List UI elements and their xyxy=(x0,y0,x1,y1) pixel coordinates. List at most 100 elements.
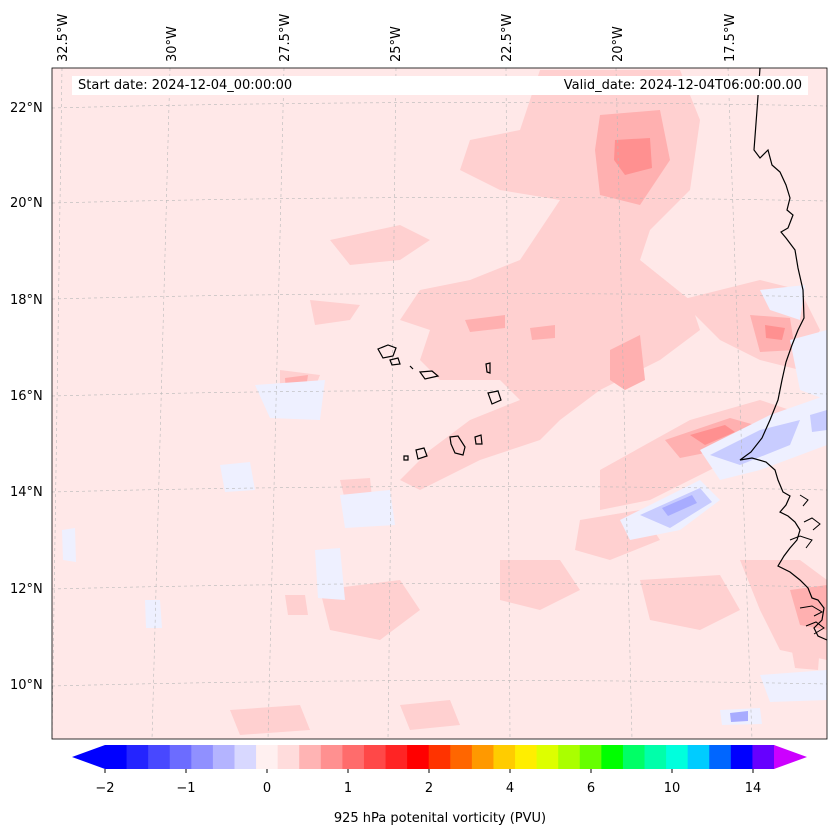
cape-verde-islands xyxy=(377,344,502,461)
parallel-line xyxy=(51,293,828,300)
map-panel xyxy=(51,67,828,740)
colorbar-tick-label: 1 xyxy=(344,781,352,796)
lon-label: 17.5°W xyxy=(723,14,738,62)
colorbar-tick-label: 10 xyxy=(664,781,681,796)
africa-coastline xyxy=(739,67,828,641)
pv-region xyxy=(340,490,395,528)
colorbar-cell xyxy=(493,745,516,769)
parallel-line xyxy=(51,680,828,687)
colorbar-cell xyxy=(666,745,689,769)
valid-date-label: Valid_date: 2024-12-04T06:00:00.00 xyxy=(563,78,802,93)
lat-label: 20°N xyxy=(10,196,43,211)
colorbar-cell xyxy=(471,745,494,769)
pv-region xyxy=(255,380,325,420)
lon-label: 22.5°W xyxy=(500,14,515,62)
pv-region xyxy=(760,285,805,320)
colorbar-cell xyxy=(687,745,710,769)
pv-region xyxy=(320,580,420,640)
lon-label: 32.5°W xyxy=(56,14,71,62)
colorbar-tick-label: 14 xyxy=(745,781,762,796)
island-outline xyxy=(409,365,414,370)
island-outline xyxy=(485,362,491,374)
longitude-labels: 32.5°W 30°W 27.5°W 25°W 22.5°W 20°W 17.5… xyxy=(56,14,738,62)
island-outline xyxy=(474,434,483,445)
colorbar-cell xyxy=(148,745,171,769)
parallel-line xyxy=(51,390,828,397)
parallel-line xyxy=(51,583,828,590)
pv-region xyxy=(662,495,697,516)
colorbar-ticks xyxy=(104,769,754,773)
island-outline xyxy=(389,357,401,366)
pv-region xyxy=(790,330,827,400)
colorbar-cell xyxy=(105,745,128,769)
meridian-line xyxy=(615,67,633,740)
colorbar-cell xyxy=(558,745,581,769)
pv-region xyxy=(710,420,800,465)
island-outline xyxy=(415,447,428,460)
colorbar-under-arrow xyxy=(72,745,105,769)
negative-pv-field-strong xyxy=(662,495,748,722)
positive-pv-field-peak xyxy=(614,138,785,445)
colorbar-cell xyxy=(385,745,408,769)
parallel-line xyxy=(51,197,828,204)
meridian-line xyxy=(387,67,397,740)
graticule xyxy=(51,67,828,740)
colorbar-cell xyxy=(428,745,451,769)
colorbar-tick-label: 6 xyxy=(587,781,595,796)
pv-region xyxy=(310,300,360,325)
pv-region xyxy=(640,575,740,630)
pv-region xyxy=(400,700,460,730)
lat-label: 22°N xyxy=(10,101,43,116)
parallel-line xyxy=(51,102,828,109)
meridian-line xyxy=(151,67,171,740)
colorbar-cell xyxy=(536,745,559,769)
pv-region xyxy=(730,711,748,722)
colorbar-cell xyxy=(515,745,538,769)
pv-region xyxy=(530,325,555,340)
colorbar-cell xyxy=(622,745,646,769)
lat-label: 12°N xyxy=(10,582,43,597)
colorbar-over-arrow xyxy=(774,745,807,769)
map-background xyxy=(52,68,827,739)
colorbar-cell xyxy=(450,745,473,769)
colorbar-cell xyxy=(342,745,365,769)
colorbar-cell xyxy=(644,745,667,769)
pv-region xyxy=(315,548,345,600)
date-header: Start date: 2024-12-04_00:00:00 Valid_da… xyxy=(72,76,808,95)
lon-label: 25°W xyxy=(389,26,404,62)
colorbar-cell xyxy=(191,745,214,769)
pv-region xyxy=(465,315,505,332)
colorbar-cell xyxy=(234,745,257,769)
colorbar-label: 925 hPa potenital vorticity (PVU) xyxy=(334,811,546,826)
lat-label: 10°N xyxy=(10,678,43,693)
colorbar-cell xyxy=(277,745,300,769)
parallel-line xyxy=(51,486,828,493)
colorbar-cell xyxy=(126,745,149,769)
colorbar-cells xyxy=(105,745,775,769)
pv-region xyxy=(220,462,255,492)
colorbar-tick-label: 0 xyxy=(263,781,271,796)
latitude-labels: 22°N 20°N 18°N 16°N 14°N 12°N 10°N xyxy=(10,101,43,693)
colorbar-cell xyxy=(212,745,235,769)
colorbar-tick-labels: −2 −1 0 1 2 4 6 10 14 xyxy=(95,781,761,796)
lon-label: 27.5°W xyxy=(278,14,293,62)
colorbar-cell xyxy=(169,745,192,769)
map-frame xyxy=(51,67,828,740)
pv-region xyxy=(810,410,827,432)
lat-label: 16°N xyxy=(10,389,43,404)
colorbar-cell xyxy=(752,745,775,769)
meridian-line xyxy=(727,67,753,740)
island-outline xyxy=(487,390,502,405)
island-outline xyxy=(377,344,397,359)
pv-region xyxy=(285,595,308,615)
lat-label: 18°N xyxy=(10,293,43,308)
colorbar-cell xyxy=(320,745,343,769)
pv-region xyxy=(760,670,827,702)
pv-region xyxy=(230,705,310,735)
pv-region xyxy=(690,425,735,445)
lon-label: 30°W xyxy=(165,26,180,62)
colorbar-cell xyxy=(579,745,602,769)
pv-region xyxy=(62,528,76,562)
colorbar-cell xyxy=(256,745,279,769)
